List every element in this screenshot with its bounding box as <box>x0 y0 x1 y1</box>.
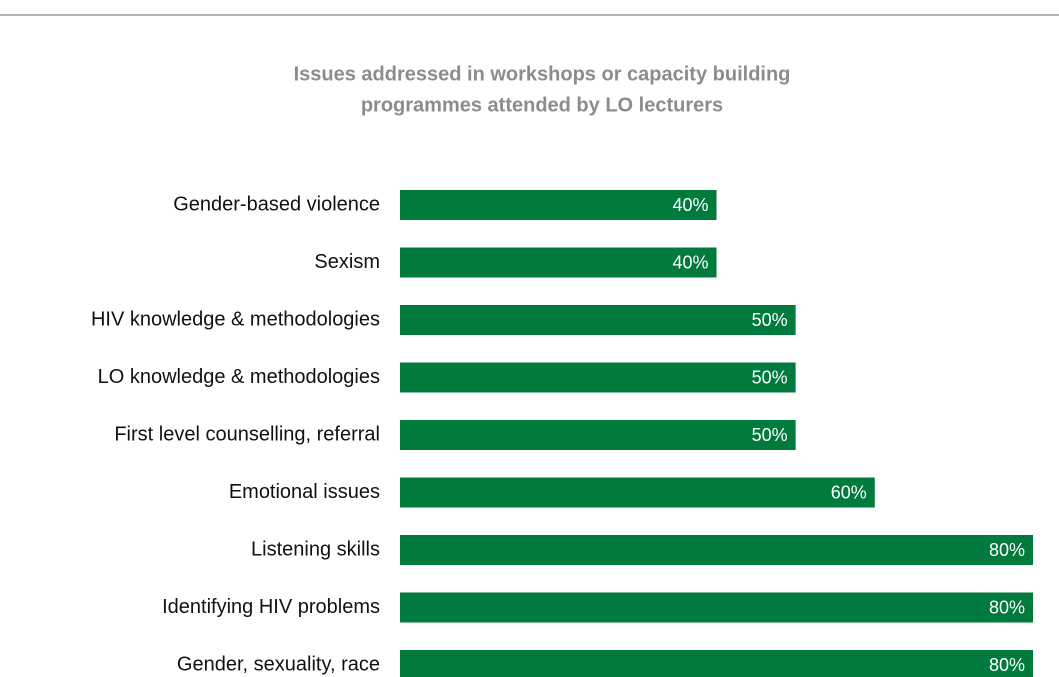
chart-title: programmes attended by LO lecturers <box>361 94 723 116</box>
value-label: 40% <box>672 195 708 215</box>
bar <box>400 650 1033 677</box>
bar <box>400 247 717 278</box>
value-label: 60% <box>831 482 867 502</box>
category-label: HIV knowledge & methodologies <box>91 308 380 330</box>
bar <box>400 535 1033 565</box>
category-label: First level counselling, referral <box>114 423 380 445</box>
bar <box>400 362 796 393</box>
value-label: 50% <box>752 425 788 445</box>
bar <box>400 305 796 335</box>
value-label: 80% <box>989 597 1025 617</box>
category-label: Gender, sexuality, race <box>177 653 380 675</box>
value-label: 50% <box>752 310 788 330</box>
value-label: 80% <box>989 655 1025 675</box>
bar <box>400 592 1033 623</box>
category-label: LO knowledge & methodologies <box>98 366 380 388</box>
category-label: Sexism <box>314 251 380 273</box>
category-label: Gender-based violence <box>173 193 380 215</box>
category-label: Listening skills <box>251 538 380 560</box>
value-label: 50% <box>752 367 788 387</box>
bar <box>400 190 717 220</box>
chart-title: Issues addressed in workshops or capacit… <box>294 63 791 85</box>
value-label: 80% <box>989 540 1025 560</box>
bar <box>400 420 796 450</box>
value-label: 40% <box>672 252 708 272</box>
category-label: Emotional issues <box>229 481 380 503</box>
bar <box>400 477 875 508</box>
category-label: Identifying HIV problems <box>162 596 380 618</box>
